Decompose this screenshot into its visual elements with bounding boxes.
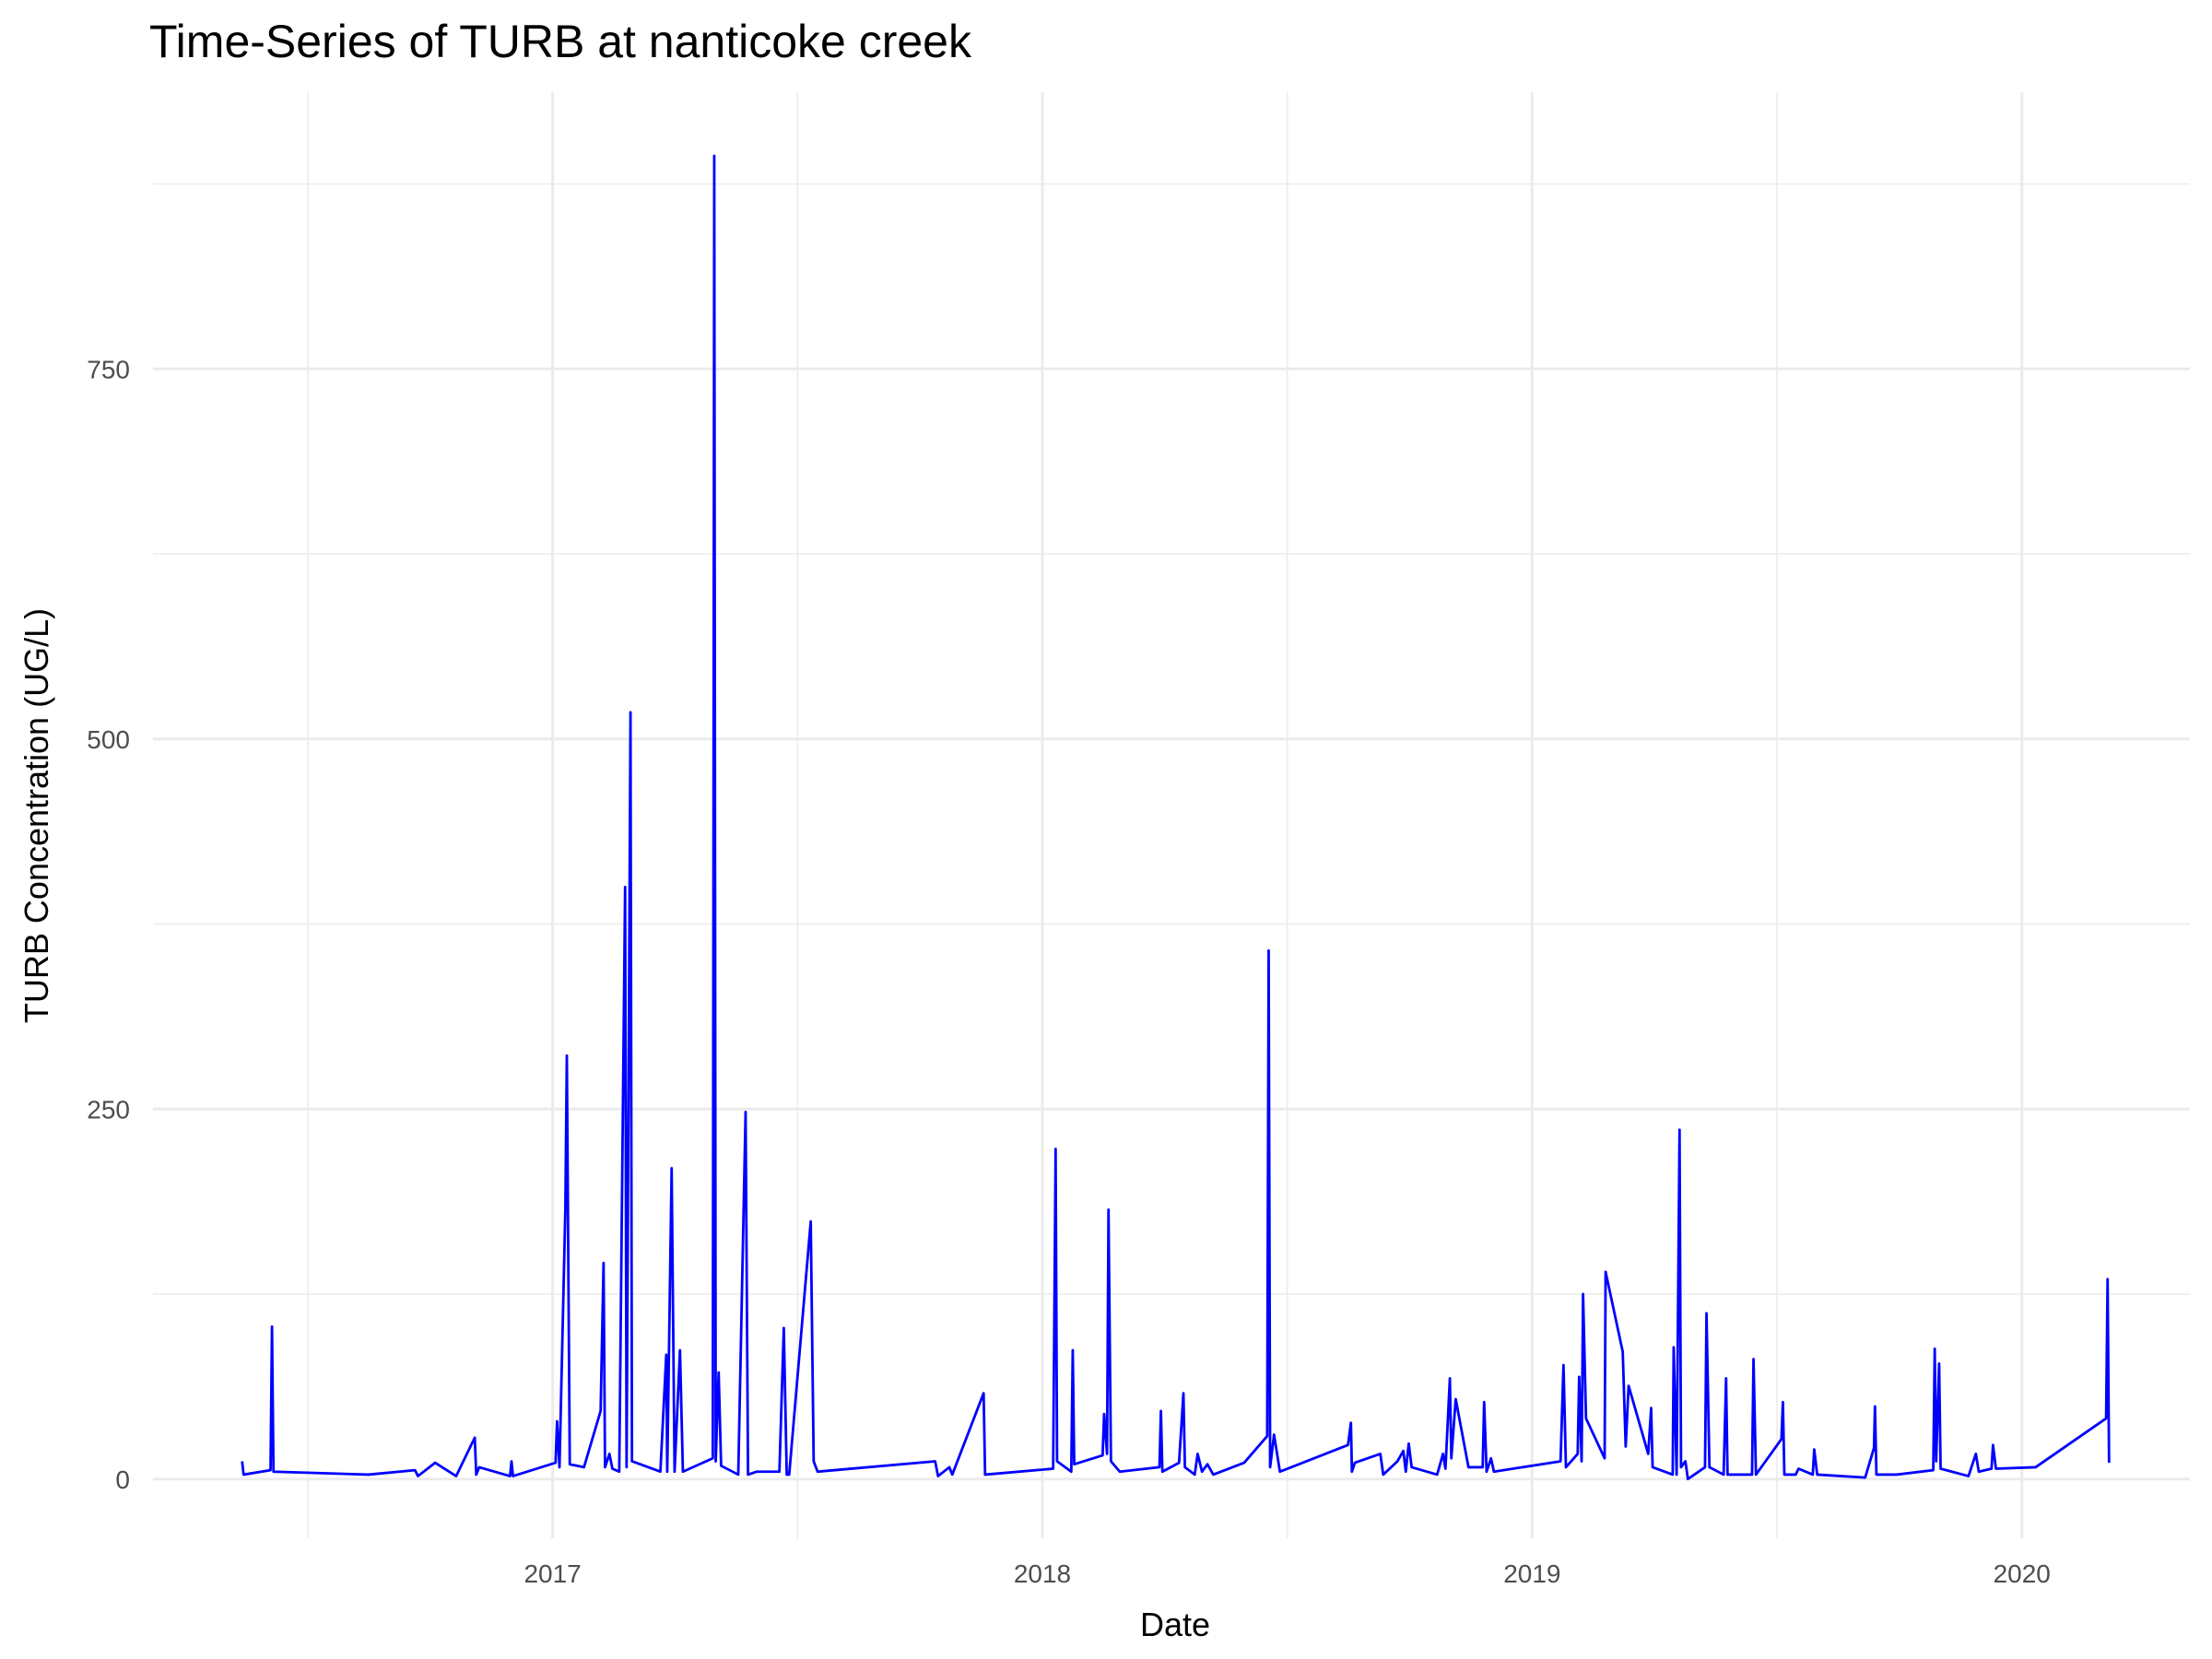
- x-tick-label: 2018: [1014, 1559, 1071, 1588]
- x-tick-label: 2017: [524, 1559, 581, 1588]
- x-axis-title: Date: [1140, 1606, 1210, 1643]
- y-tick-label: 0: [115, 1465, 130, 1494]
- y-axis-title: TURB Concentration (UG/L): [18, 608, 55, 1023]
- chart-title: Time-Series of TURB at nanticoke creek: [149, 16, 972, 67]
- y-tick-label: 750: [87, 355, 130, 383]
- data-line: [241, 154, 2111, 1481]
- y-tick-label: 500: [87, 725, 130, 754]
- y-tick-label: 250: [87, 1095, 130, 1124]
- x-tick-label: 2019: [1503, 1559, 1560, 1588]
- x-tick-label: 2020: [1994, 1559, 2051, 1588]
